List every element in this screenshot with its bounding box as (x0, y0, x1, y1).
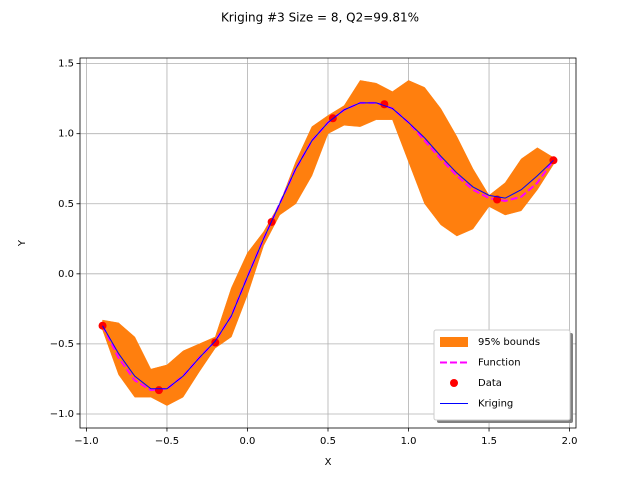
x-tick-label: 0.5 (320, 436, 336, 447)
y-axis-label: Y (17, 239, 28, 247)
legend-label: Kriging (478, 399, 513, 410)
legend: 95% bounds Function Data Kriging (433, 329, 573, 423)
x-tick-label: −0.5 (155, 436, 179, 447)
grid (80, 58, 576, 428)
x-tick-label: 2.0 (562, 436, 578, 447)
legend-swatch (440, 337, 468, 347)
chart-title: Kriging #3 Size = 8, Q2=99.81% (221, 11, 419, 25)
data-point (154, 386, 163, 395)
confidence-band (102, 80, 554, 406)
legend-label: Data (478, 378, 502, 389)
data-point (211, 338, 220, 347)
x-tick-label: −1.0 (74, 436, 98, 447)
legend-swatch (450, 379, 458, 387)
x-axis-label: X (325, 457, 332, 468)
legend-box (433, 329, 571, 421)
y-tick-label: 1.0 (58, 129, 74, 140)
y-tick-label: 0.5 (58, 199, 74, 210)
y-tick-label: −0.5 (50, 339, 74, 350)
x-tick-label: 0.0 (240, 436, 256, 447)
kriging-line (102, 102, 554, 390)
legend-label: 95% bounds (478, 337, 540, 348)
y-tick-label: 0.0 (58, 269, 74, 280)
axes-frame (79, 57, 577, 429)
y-tick-label: 1.5 (58, 59, 74, 70)
x-tick-label: 1.5 (481, 436, 497, 447)
y-tick-label: −1.0 (50, 409, 74, 420)
legend-label: Function (478, 358, 521, 369)
x-tick-label: 1.0 (401, 436, 417, 447)
